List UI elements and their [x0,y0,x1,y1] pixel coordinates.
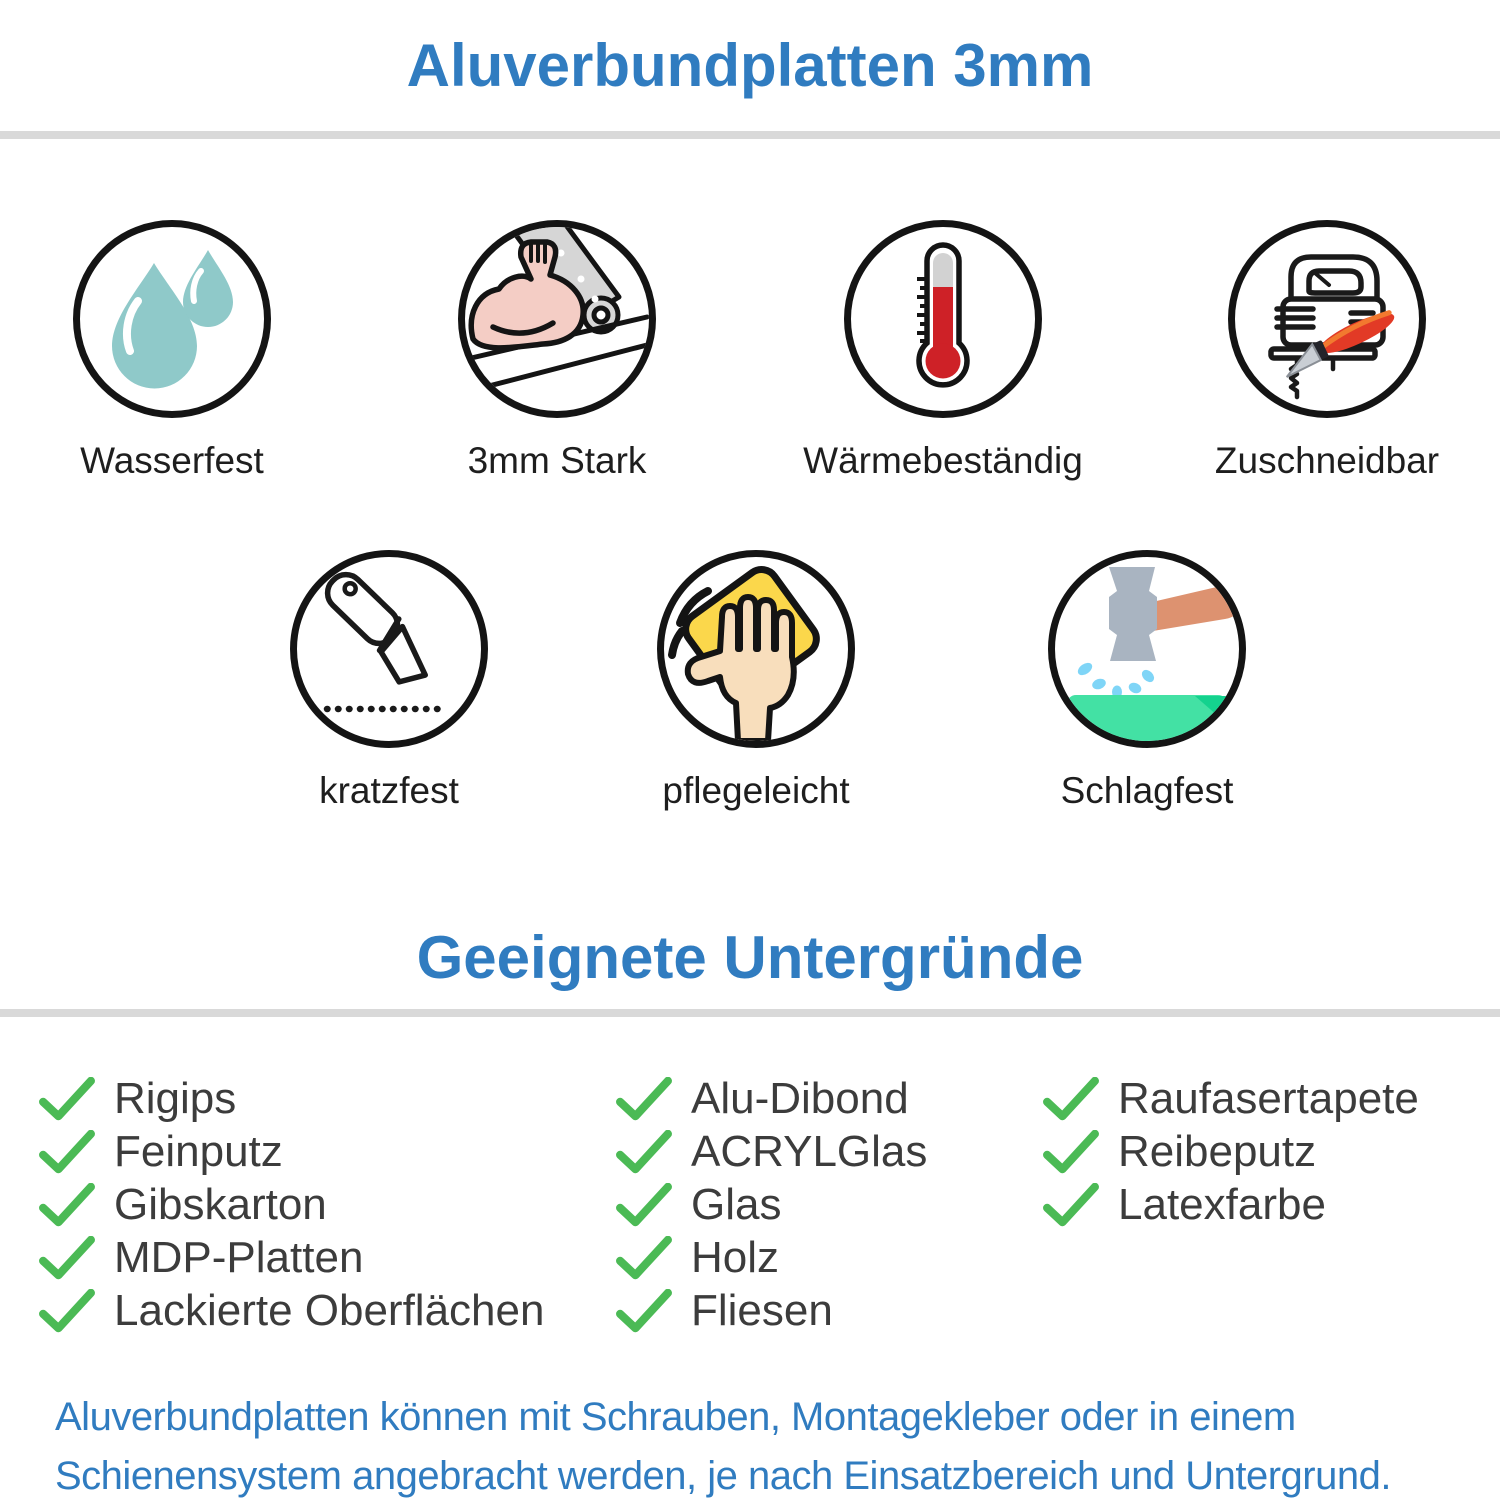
divider-bar [0,1009,1500,1017]
list-item-label: ACRYLGlas [691,1126,928,1176]
mounting-note-line: Schienensystem angebracht werden, je nac… [55,1454,1391,1498]
mounting-note-line: Aluverbundplatten können mit Schrauben, … [55,1395,1296,1439]
checkmark-icon [38,1235,96,1280]
feature-waermebestaendig: Wärmebeständig [793,220,1093,482]
list-item-label: Gibskarton [114,1179,327,1229]
feature-kratzfest: kratzfest [239,550,539,812]
utility-knife-icon [290,550,488,748]
checkmark-icon [38,1129,96,1174]
feature-3mm-stark: 3mm Stark [407,220,707,482]
feature-zuschneidbar: Zuschneidbar [1177,220,1477,482]
checkmark-icon [615,1076,673,1121]
list-item-label: Holz [691,1232,780,1282]
divider-bar [0,131,1500,139]
list-item-label: MDP-Platten [114,1232,364,1282]
checklist-column-2: Alu-Dibond ACRYLGlas Glas Holz Fliesen [615,1072,927,1337]
list-item: Fliesen [615,1284,927,1337]
thermometer-icon [844,220,1042,418]
list-item: ACRYLGlas [615,1125,927,1178]
list-item: Holz [615,1231,927,1284]
feature-label: Zuschneidbar [1214,440,1440,481]
list-item-label: Lackierte Oberflächen [114,1285,545,1335]
feature-label: pflegeleicht [662,770,850,811]
feature-schlagfest: Schlagfest [997,550,1297,812]
feature-label: kratzfest [319,770,459,811]
list-item-label: Latexfarbe [1118,1179,1326,1229]
checkmark-icon [615,1129,673,1174]
list-item-label: Reibeputz [1118,1126,1317,1176]
list-item: Raufasertapete [1042,1072,1419,1125]
checkmark-icon [38,1076,96,1121]
list-item: Latexfarbe [1042,1178,1419,1231]
list-item: Glas [615,1178,927,1231]
checkmark-icon [38,1288,96,1333]
list-item: Alu-Dibond [615,1072,927,1125]
list-item: Reibeputz [1042,1125,1419,1178]
checklist-column-1: Rigips Feinputz Gibskarton MDP-Platten L… [38,1072,544,1337]
checklist-column-3: Raufasertapete Reibeputz Latexfarbe [1042,1072,1419,1231]
list-item: Feinputz [38,1125,544,1178]
feature-wasserfest: Wasserfest [22,220,322,482]
checkmark-icon [615,1182,673,1227]
jigsaw-icon [1228,220,1426,418]
checkmark-icon [615,1235,673,1280]
list-item-label: Fliesen [691,1285,833,1335]
list-item-label: Alu-Dibond [691,1073,909,1123]
list-item: Rigips [38,1072,544,1125]
water-drops-icon [73,220,271,418]
muscle-arm-icon [458,220,656,418]
mounting-note: Aluverbundplatten können mit Schrauben, … [55,1388,1391,1500]
list-item: Lackierte Oberflächen [38,1284,544,1337]
checkmark-icon [615,1288,673,1333]
list-item: MDP-Platten [38,1231,544,1284]
page-title: Aluverbundplatten 3mm [406,32,1094,99]
checkmark-icon [1042,1076,1100,1121]
hammer-icon [1048,550,1246,748]
checkmark-icon [1042,1129,1100,1174]
list-item: Gibskarton [38,1178,544,1231]
checkmark-icon [1042,1182,1100,1227]
feature-label: Schlagfest [1060,770,1234,811]
checkmark-icon [38,1182,96,1227]
list-item-label: Feinputz [114,1126,283,1176]
list-item-label: Glas [691,1179,782,1229]
feature-label: Wasserfest [80,440,264,481]
feature-label: Wärmebeständig [803,440,1083,481]
feature-label: 3mm Stark [467,440,647,481]
feature-pflegeleicht: pflegeleicht [606,550,906,812]
cleaning-hand-icon [657,550,855,748]
list-item-label: Raufasertapete [1118,1073,1419,1123]
section-title: Geeignete Untergründe [416,924,1084,991]
list-item-label: Rigips [114,1073,237,1123]
